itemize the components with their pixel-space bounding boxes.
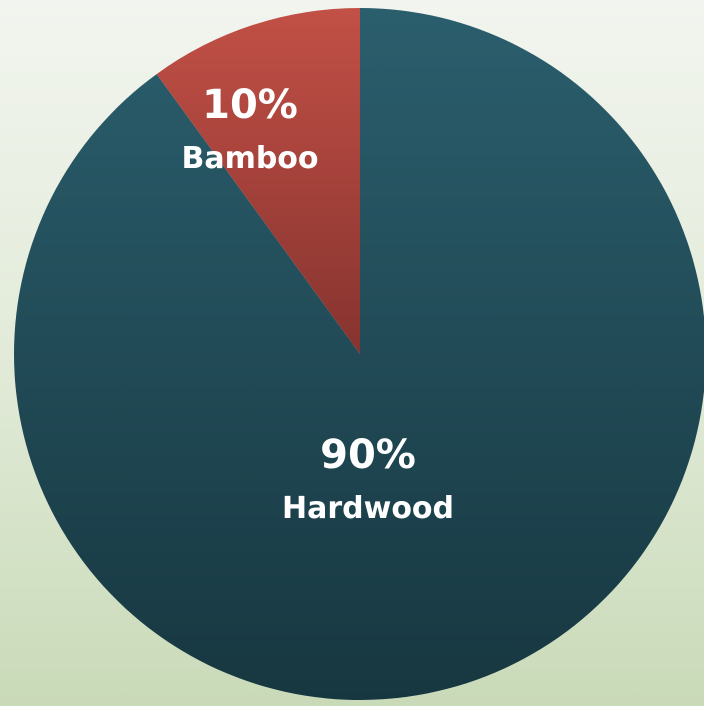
pie-labels: 90% Hardwood 10% Bamboo [181,82,454,526]
slice-name-label-bamboo: Bamboo [181,141,318,176]
pie-slices [14,8,704,700]
slice-value-label-hardwood: 90% [320,432,416,478]
pie-slice-bamboo [156,8,360,354]
slice-value-label-bamboo: 10% [202,82,298,128]
slice-name-label-hardwood: Hardwood [282,491,454,526]
pie-slice-hardwood [14,8,704,700]
